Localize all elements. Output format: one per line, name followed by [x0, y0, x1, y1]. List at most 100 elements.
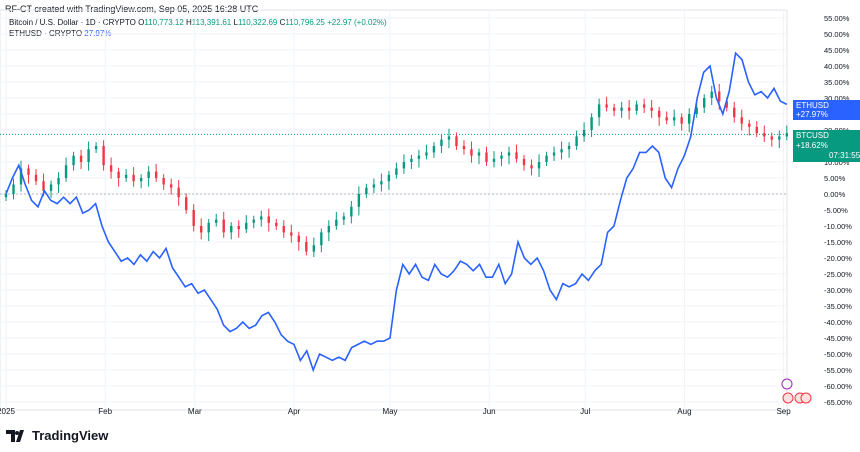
- btc-candle: [763, 133, 766, 137]
- btc-candle: [612, 107, 616, 111]
- btc-candle: [109, 165, 113, 172]
- btc-candle: [477, 152, 481, 156]
- chart-credit: RF-CT created with TradingView.com, Sep …: [5, 4, 259, 14]
- tradingview-logo: TradingView: [6, 428, 108, 443]
- y-tick-label: -40.00%: [824, 318, 852, 327]
- y-tick-label: -20.00%: [824, 254, 852, 263]
- btc-candle: [177, 187, 180, 198]
- btc-candle: [507, 152, 511, 156]
- x-tick-label: May: [382, 407, 397, 416]
- btc-candle: [785, 133, 788, 137]
- low-label: L: [233, 18, 238, 27]
- btc-candle: [245, 222, 248, 230]
- brand-name: TradingView: [32, 428, 109, 443]
- btc-candle: [117, 171, 120, 178]
- btc-tag-label: BTCUSD: [796, 131, 829, 140]
- btc-candle: [387, 174, 391, 182]
- eth-tag-value: +27.97%: [796, 110, 828, 119]
- tv-logo-icon: [6, 429, 24, 442]
- btc-candle: [207, 222, 210, 233]
- x-tick-label: Jun: [483, 407, 496, 416]
- btc-candle: [515, 152, 518, 159]
- y-tick-label: -15.00%: [824, 238, 852, 247]
- y-tick-label: -55.00%: [824, 366, 852, 375]
- btc-candle: [124, 174, 128, 178]
- btc-candle: [49, 184, 53, 191]
- btc-candle: [222, 219, 225, 233]
- btc-candle: [665, 117, 668, 121]
- btc-candle: [102, 146, 105, 166]
- btc-candle: [440, 139, 443, 146]
- y-tick-label: -45.00%: [824, 334, 852, 343]
- btc-candle: [395, 168, 398, 175]
- btc-candle: [740, 117, 743, 124]
- btc-candle: [485, 152, 488, 162]
- btc-candle: [237, 226, 240, 230]
- x-tick-label: Sep: [776, 407, 791, 416]
- y-tick-label: -60.00%: [824, 382, 852, 391]
- btc-candle: [500, 155, 503, 159]
- btc-candle: [380, 181, 383, 185]
- x-tick-label: Apr: [288, 407, 301, 416]
- btc-candle: [447, 136, 451, 140]
- btc-candle: [335, 219, 338, 226]
- btc-candle: [402, 162, 406, 169]
- btc-candle: [455, 136, 458, 146]
- y-tick-label: 5.00%: [824, 174, 846, 183]
- btc-candle: [290, 232, 293, 236]
- btc-candle: [42, 181, 45, 191]
- btc-candle: [672, 117, 676, 121]
- btc-candle: [169, 184, 173, 188]
- x-tick-label: Aug: [677, 407, 691, 416]
- btc-candle: [297, 235, 300, 242]
- btc-candle: [27, 168, 30, 175]
- btc-candle: [560, 149, 563, 153]
- btc-candle: [545, 155, 548, 162]
- btc-candle: [627, 107, 631, 111]
- btc-candle: [327, 226, 331, 233]
- btc-candle: [642, 104, 646, 108]
- btc-candle: [162, 178, 165, 185]
- btc-candle: [12, 184, 15, 194]
- btc-candle: [312, 245, 316, 252]
- btc-candle: [372, 184, 376, 188]
- btc-legend-row: Bitcoin / U.S. Dollar · 1D · CRYPTO O110…: [9, 17, 387, 28]
- btc-candle: [590, 117, 593, 130]
- btc-candle: [620, 107, 623, 111]
- symbol-title[interactable]: Bitcoin / U.S. Dollar · 1D · CRYPTO: [9, 18, 136, 27]
- btc-candle: [522, 158, 526, 166]
- y-tick-label: 0.00%: [824, 190, 846, 199]
- eth-tag-label: ETHUSD: [796, 101, 829, 110]
- btc-candle: [530, 165, 533, 169]
- btc-candle: [342, 216, 346, 220]
- y-tick-label: 40.00%: [824, 62, 850, 71]
- bar-countdown: 07:31:55: [829, 151, 860, 160]
- btc-candle: [650, 107, 653, 111]
- btc-candle: [365, 187, 368, 194]
- close-value: 110,796.25: [285, 18, 325, 27]
- x-tick-label: Feb: [98, 407, 112, 416]
- btc-candle: [432, 146, 436, 153]
- btc-candle: [267, 216, 270, 223]
- btc-candle: [4, 194, 8, 198]
- btc-candle: [64, 165, 68, 178]
- btc-candle: [605, 104, 608, 108]
- btc-candle: [635, 104, 638, 111]
- btc-candle: [184, 197, 188, 210]
- high-value: 113,391.61: [191, 18, 232, 27]
- btc-candle: [703, 98, 706, 108]
- btc-candle: [139, 178, 143, 182]
- change-value: +22.97 (+0.02%): [327, 18, 387, 27]
- x-tick-label: Jul: [580, 407, 590, 416]
- y-tick-label: 35.00%: [824, 78, 850, 87]
- btc-candle: [680, 117, 683, 124]
- btc-candle: [94, 146, 98, 150]
- us-flag-event-icon: [782, 392, 794, 404]
- btc-candle: [575, 136, 578, 146]
- btc-candle: [350, 206, 353, 217]
- btc-candle: [755, 126, 758, 134]
- btc-candle: [410, 158, 413, 162]
- y-tick-label: -35.00%: [824, 302, 852, 311]
- btc-candle: [19, 168, 23, 185]
